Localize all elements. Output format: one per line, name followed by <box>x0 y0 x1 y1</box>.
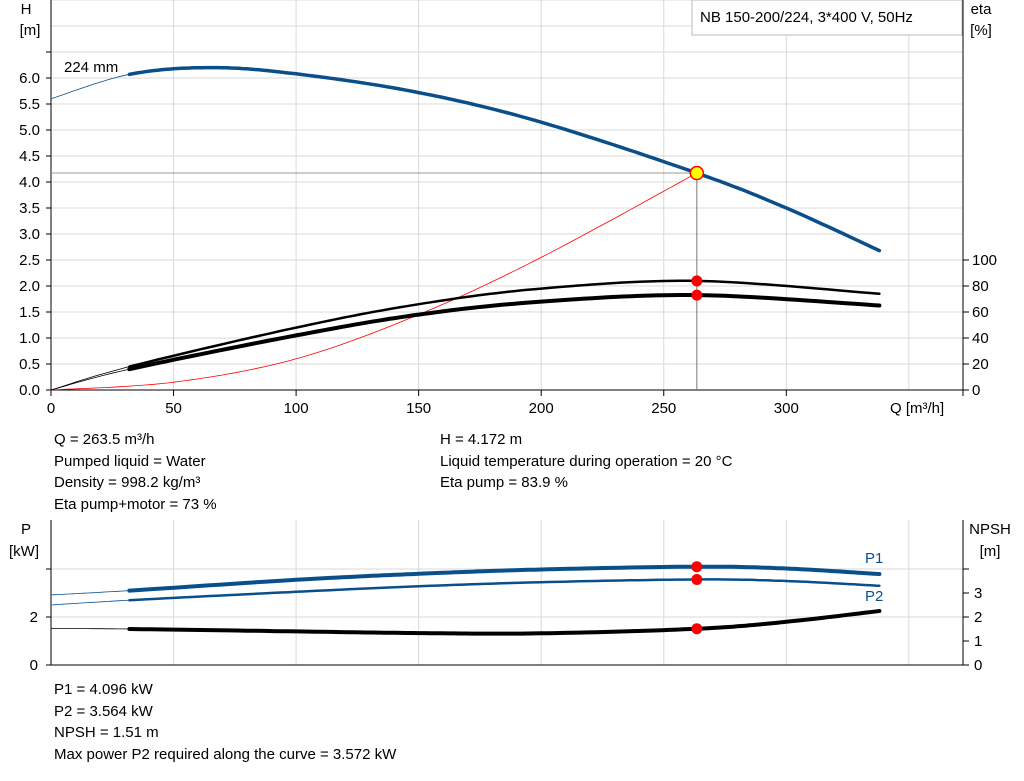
y-tick-label-h: 0.0 <box>19 382 40 399</box>
y-axis-label-h: H <box>21 1 32 18</box>
y-axis-unit-h: [m] <box>20 22 41 39</box>
series-label-p2: P2 <box>865 588 883 605</box>
eta-pump-motor-curve <box>127 293 882 372</box>
y-axis-label-npsh: NPSH <box>969 521 1011 538</box>
npsh-marker <box>691 623 703 635</box>
eta-pump-marker <box>691 275 703 287</box>
p2-curve <box>128 578 881 602</box>
head-curve-thin <box>50 74 130 100</box>
info-npsh: NPSH = 1.51 m <box>54 724 159 741</box>
x-axis-label: Q [m³/h] <box>890 400 944 417</box>
y-tick-label-npsh: 0 <box>974 657 982 674</box>
x-tick-label: 250 <box>651 400 676 417</box>
y-tick-label-h: 4.0 <box>19 174 40 191</box>
y-tick-label-h: 1.0 <box>19 330 40 347</box>
y-tick-label-h: 3.5 <box>19 200 40 217</box>
curve-label-224mm: 224 mm <box>64 59 118 76</box>
x-tick-label: 300 <box>774 400 799 417</box>
y-tick-label-p: 0 <box>30 657 38 674</box>
title-box <box>691 0 963 36</box>
npsh-curve <box>127 609 882 636</box>
system-curve <box>50 172 698 391</box>
info-head: H = 4.172 m <box>440 431 523 448</box>
info-max-p2: Max power P2 required along the curve = … <box>54 745 397 763</box>
info-eta-pump-motor: Eta pump+motor = 73 % <box>54 495 217 513</box>
series-label-p1: P1 <box>865 550 883 567</box>
y-tick-label-h: 4.5 <box>19 148 40 165</box>
y-tick-label-h: 6.0 <box>19 70 40 87</box>
info-top-right: H = 4.172 m Liquid temperature during op… <box>440 429 732 494</box>
info-p2: P2 = 3.564 kW <box>54 702 153 720</box>
y-tick-label-npsh: 1 <box>974 633 982 650</box>
y-axis-unit-npsh: [m] <box>980 543 1001 560</box>
y-tick-label-eta: 100 <box>972 252 997 269</box>
info-flow: Q = 263.5 m³/h <box>54 431 155 448</box>
chart-title: NB 150-200/224, 3*400 V, 50Hz <box>700 9 913 26</box>
npsh-curve-thin <box>51 628 130 630</box>
y-tick-label-eta: 0 <box>972 382 980 399</box>
x-tick-label: 150 <box>406 400 431 417</box>
p1-curve <box>127 564 882 593</box>
y-axis-unit-p: [kW] <box>9 543 39 560</box>
y-tick-label-eta: 40 <box>972 330 989 347</box>
info-p1: P1 = 4.096 kW <box>54 681 153 698</box>
p2-marker <box>691 573 703 585</box>
y-axis-unit-eta: [%] <box>970 22 992 39</box>
y-axis-label-p: P <box>21 521 31 538</box>
info-top-left: Q = 263.5 m³/h Pumped liquid = Water Den… <box>54 429 217 515</box>
eta-pump-curve <box>128 279 881 368</box>
y-tick-label-h: 2.5 <box>19 252 40 269</box>
operating-point-marker <box>689 165 705 181</box>
info-liquid: Pumped liquid = Water <box>54 452 206 470</box>
y-tick-label-h: 5.0 <box>19 122 40 139</box>
p1-marker <box>691 561 703 573</box>
head-curve <box>127 65 882 253</box>
info-eta-pump: Eta pump = 83.9 % <box>440 474 568 491</box>
y-tick-label-npsh: 3 <box>974 585 982 602</box>
y-tick-label-eta: 80 <box>972 278 989 295</box>
y-tick-label-npsh: 2 <box>974 609 982 626</box>
p1-curve-thin <box>50 590 130 596</box>
x-tick-label: 100 <box>284 400 309 417</box>
y-axis-label-eta: eta <box>971 1 993 18</box>
info-bottom: P1 = 4.096 kW P2 = 3.564 kW NPSH = 1.51 … <box>54 679 396 765</box>
y-tick-label-h: 2.0 <box>19 278 40 295</box>
y-tick-label-h: 0.5 <box>19 356 40 373</box>
x-tick-label: 200 <box>529 400 554 417</box>
y-tick-label-h: 3.0 <box>19 226 40 243</box>
p2-curve-thin <box>50 599 130 606</box>
x-tick-label: 0 <box>47 400 55 417</box>
y-tick-label-h: 1.5 <box>19 304 40 321</box>
y-tick-label-eta: 20 <box>972 356 989 373</box>
y-tick-label-p: 2 <box>30 609 38 626</box>
y-tick-label-eta: 60 <box>972 304 989 321</box>
x-tick-label: 50 <box>165 400 182 417</box>
eta-pump-motor-curve-thin <box>50 368 130 391</box>
info-density: Density = 998.2 kg/m³ <box>54 474 201 491</box>
y-tick-label-h: 5.5 <box>19 96 40 113</box>
info-temperature: Liquid temperature during operation = 20… <box>440 452 733 470</box>
eta-pump-motor-marker <box>691 289 703 301</box>
